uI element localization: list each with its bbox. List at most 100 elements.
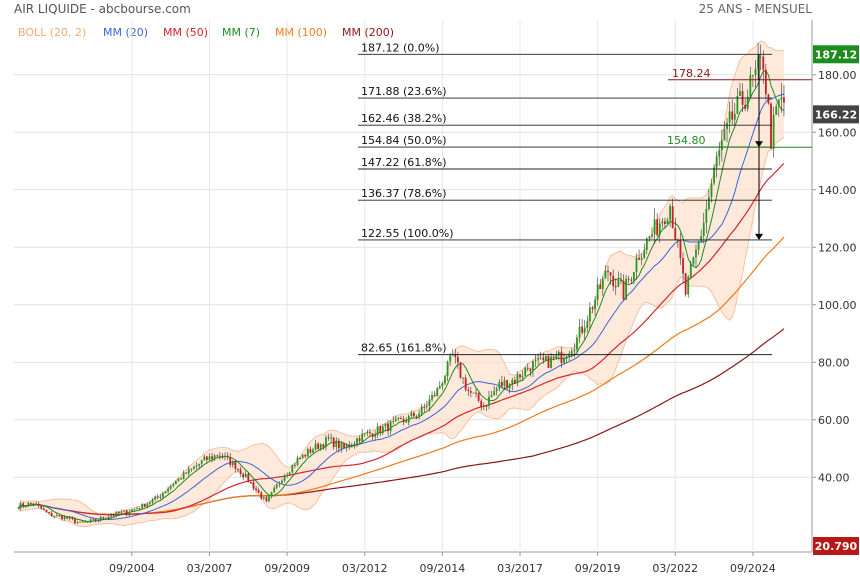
candle-body [363,433,366,435]
candle-body [231,461,234,465]
candle-body [99,516,102,521]
candle-body [180,478,182,480]
candle-body [775,106,778,115]
candle-body [477,392,480,401]
candle-body [221,455,224,458]
candle-body [557,351,560,356]
candle-body [433,394,436,397]
candle-body [309,449,312,453]
candle-body [648,236,651,239]
candle-body [565,356,568,359]
candle-body [237,468,239,470]
candle-body [190,468,193,470]
candle-body [340,442,343,449]
x-tick-label: 09/2009 [264,562,310,575]
candle-body [206,456,208,460]
candle-body [524,367,527,376]
candle-body [552,356,555,358]
candle-body [519,374,521,378]
candle-body [521,375,524,378]
candle-body [174,480,177,485]
candle-body [306,449,309,457]
candle-body [666,219,669,225]
fib-label: 147.22 (61.8%) [361,156,447,169]
candle-body [710,183,713,198]
level-label: 178.24 [672,67,711,80]
candle-body [273,487,276,493]
candle-body [110,514,113,517]
y-tick-label: 160.00 [818,126,857,139]
candle-body [167,488,169,492]
candle-body [708,197,710,209]
candle-body [480,400,483,407]
candle-body [120,511,123,513]
candle-body [350,445,353,447]
candle-body [361,433,364,442]
candle-body [700,236,703,242]
candle-body [513,379,516,384]
candle-body [187,468,190,474]
candle-body [506,380,508,389]
x-tick-label: 09/2014 [420,562,466,575]
candle-body [345,445,348,448]
candle-body [255,488,257,490]
candle-body [560,351,563,364]
x-tick-label: 09/2004 [109,562,155,575]
candle-body [335,440,338,448]
candle-body [643,250,646,258]
candle-body [537,357,540,360]
candle-body [671,206,674,229]
x-tick-label: 09/2019 [575,562,621,575]
candle-body [262,497,265,499]
candle-body [723,128,726,141]
candle-body [296,458,299,465]
candle-body [317,443,320,449]
candle-body [550,356,552,368]
candle-body [568,353,571,357]
candle-body [133,508,136,510]
y-tick-label: 120.00 [818,241,857,254]
candle-body [640,257,643,260]
candle-body [583,327,586,333]
candle-body [402,418,405,422]
fib-label: 187.12 (0.0%) [361,41,440,54]
candle-body [407,415,410,423]
candle-body [234,461,237,469]
candle-body [759,56,762,58]
candle-body [143,503,146,507]
candle-body [612,275,615,287]
candle-body [653,219,656,235]
candle-body [195,465,198,467]
candle-body [400,418,402,420]
candle-body [247,473,250,483]
legend-mm20: MM (20) [103,26,148,39]
candle-body [627,278,630,280]
candle-body [218,455,221,457]
candle-body [645,238,648,251]
candle-body [79,521,82,523]
candle-body [84,521,87,523]
candle-body [490,395,493,397]
candle-body [581,326,584,333]
mm20-line [17,93,785,520]
candle-body [281,480,283,484]
x-tick-label: 03/2017 [497,562,543,575]
candle-body [19,503,22,509]
candle-body [715,156,718,168]
candle-body [319,444,322,449]
candle-body [242,474,245,478]
candle-body [322,444,325,448]
candle-body [61,515,63,520]
x-tick-label: 03/2007 [187,562,233,575]
chart-title: AIR LIQUIDE - abcbourse.com [14,2,191,16]
candle-body [286,474,289,477]
candle-body [410,412,413,416]
candle-body [97,520,100,522]
candle-body [728,111,731,123]
candle-body [446,361,449,377]
candle-body [384,423,387,427]
x-tick-label: 03/2022 [652,562,698,575]
candle-body [596,284,599,300]
candle-body [482,405,485,407]
candle-body [423,406,426,408]
